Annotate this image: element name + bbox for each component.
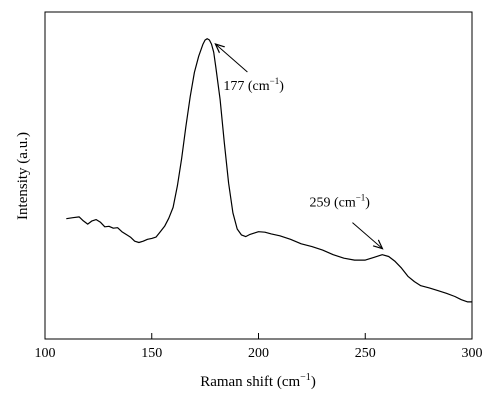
annotation-label-1: 259 (cm−1) <box>309 193 370 211</box>
annotation-arrow-0 <box>215 44 248 73</box>
plot-frame <box>44 11 473 340</box>
x-tick-label-4: 300 <box>462 346 483 361</box>
annotation-label-0: 177 (cm−1) <box>223 76 284 94</box>
x-axis-tick-labels: 100 150 200 250 300 <box>35 346 483 361</box>
x-tick-label-3: 250 <box>355 346 376 361</box>
x-axis-ticks <box>44 333 473 339</box>
annotation-arrow-1 <box>352 222 382 249</box>
x-tick-label-1: 150 <box>141 346 162 361</box>
y-axis-label: Intensity (a.u.) <box>15 132 31 220</box>
peak-annotations: 177 (cm−1) 259 (cm−1) <box>215 44 382 249</box>
x-axis-label: Raman shift (cm−1) <box>200 372 316 390</box>
x-tick-label-2: 200 <box>248 346 269 361</box>
series-line <box>66 38 472 303</box>
x-tick-label-0: 100 <box>35 346 56 361</box>
